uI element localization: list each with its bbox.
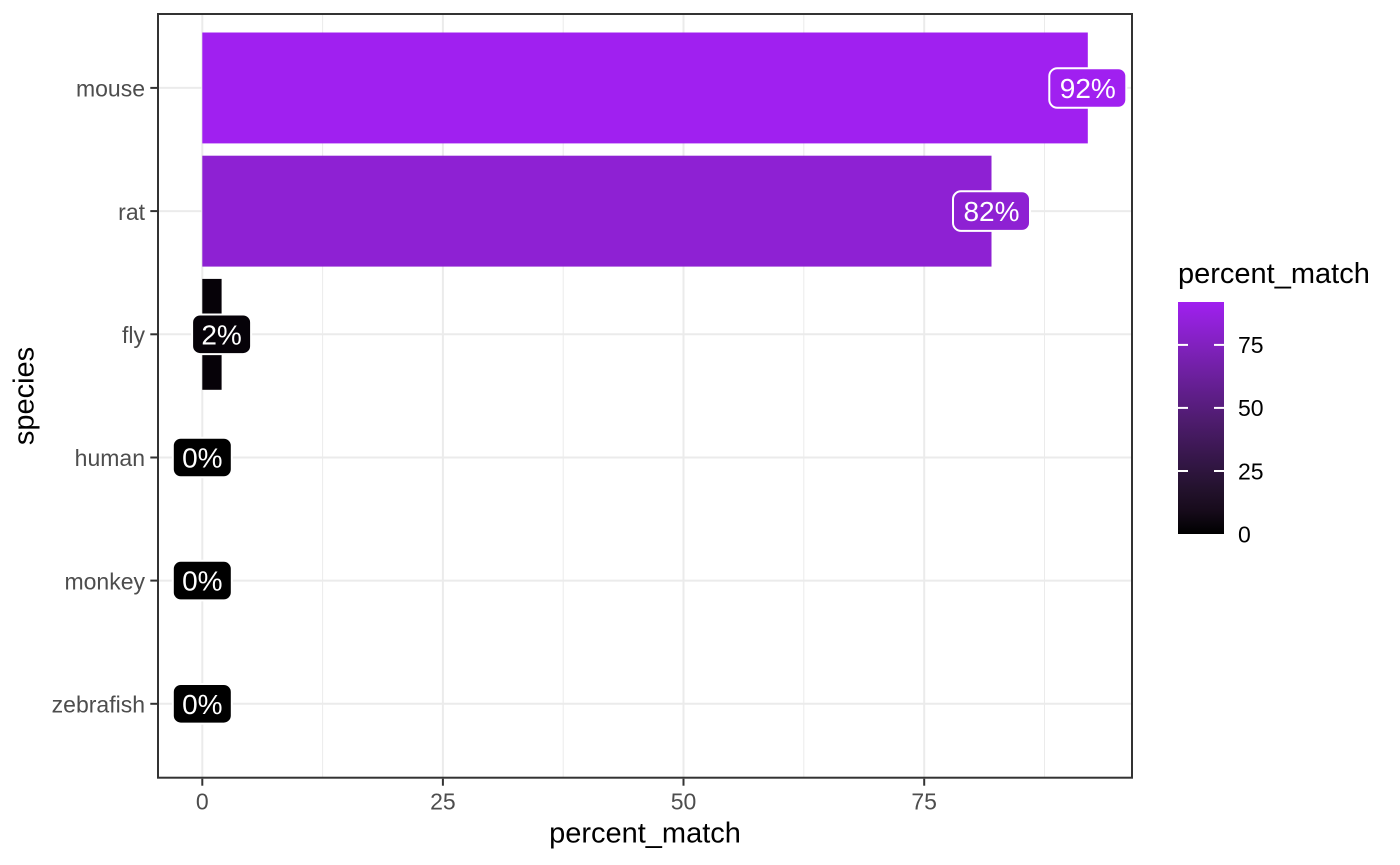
svg-text:2%: 2% (201, 319, 241, 350)
svg-text:50: 50 (671, 789, 697, 815)
svg-text:0%: 0% (182, 566, 222, 597)
svg-text:fly: fly (122, 322, 146, 348)
svg-text:0: 0 (1238, 521, 1251, 547)
svg-text:human: human (75, 445, 145, 471)
svg-text:rat: rat (118, 199, 145, 225)
svg-text:50: 50 (1238, 395, 1264, 421)
svg-text:0%: 0% (182, 689, 222, 720)
svg-text:mouse: mouse (76, 76, 145, 102)
svg-text:75: 75 (1238, 332, 1264, 358)
svg-text:82%: 82% (963, 196, 1019, 227)
svg-text:percent_match: percent_match (1178, 258, 1370, 290)
svg-text:zebrafish: zebrafish (52, 692, 145, 718)
svg-text:percent_match: percent_match (549, 818, 741, 850)
svg-text:92%: 92% (1060, 73, 1116, 104)
svg-text:25: 25 (1238, 458, 1264, 484)
svg-text:75: 75 (911, 789, 937, 815)
svg-text:monkey: monkey (64, 568, 145, 594)
svg-text:0: 0 (196, 789, 209, 815)
svg-text:25: 25 (430, 789, 456, 815)
svg-text:species: species (9, 347, 41, 445)
svg-text:0%: 0% (182, 443, 222, 474)
